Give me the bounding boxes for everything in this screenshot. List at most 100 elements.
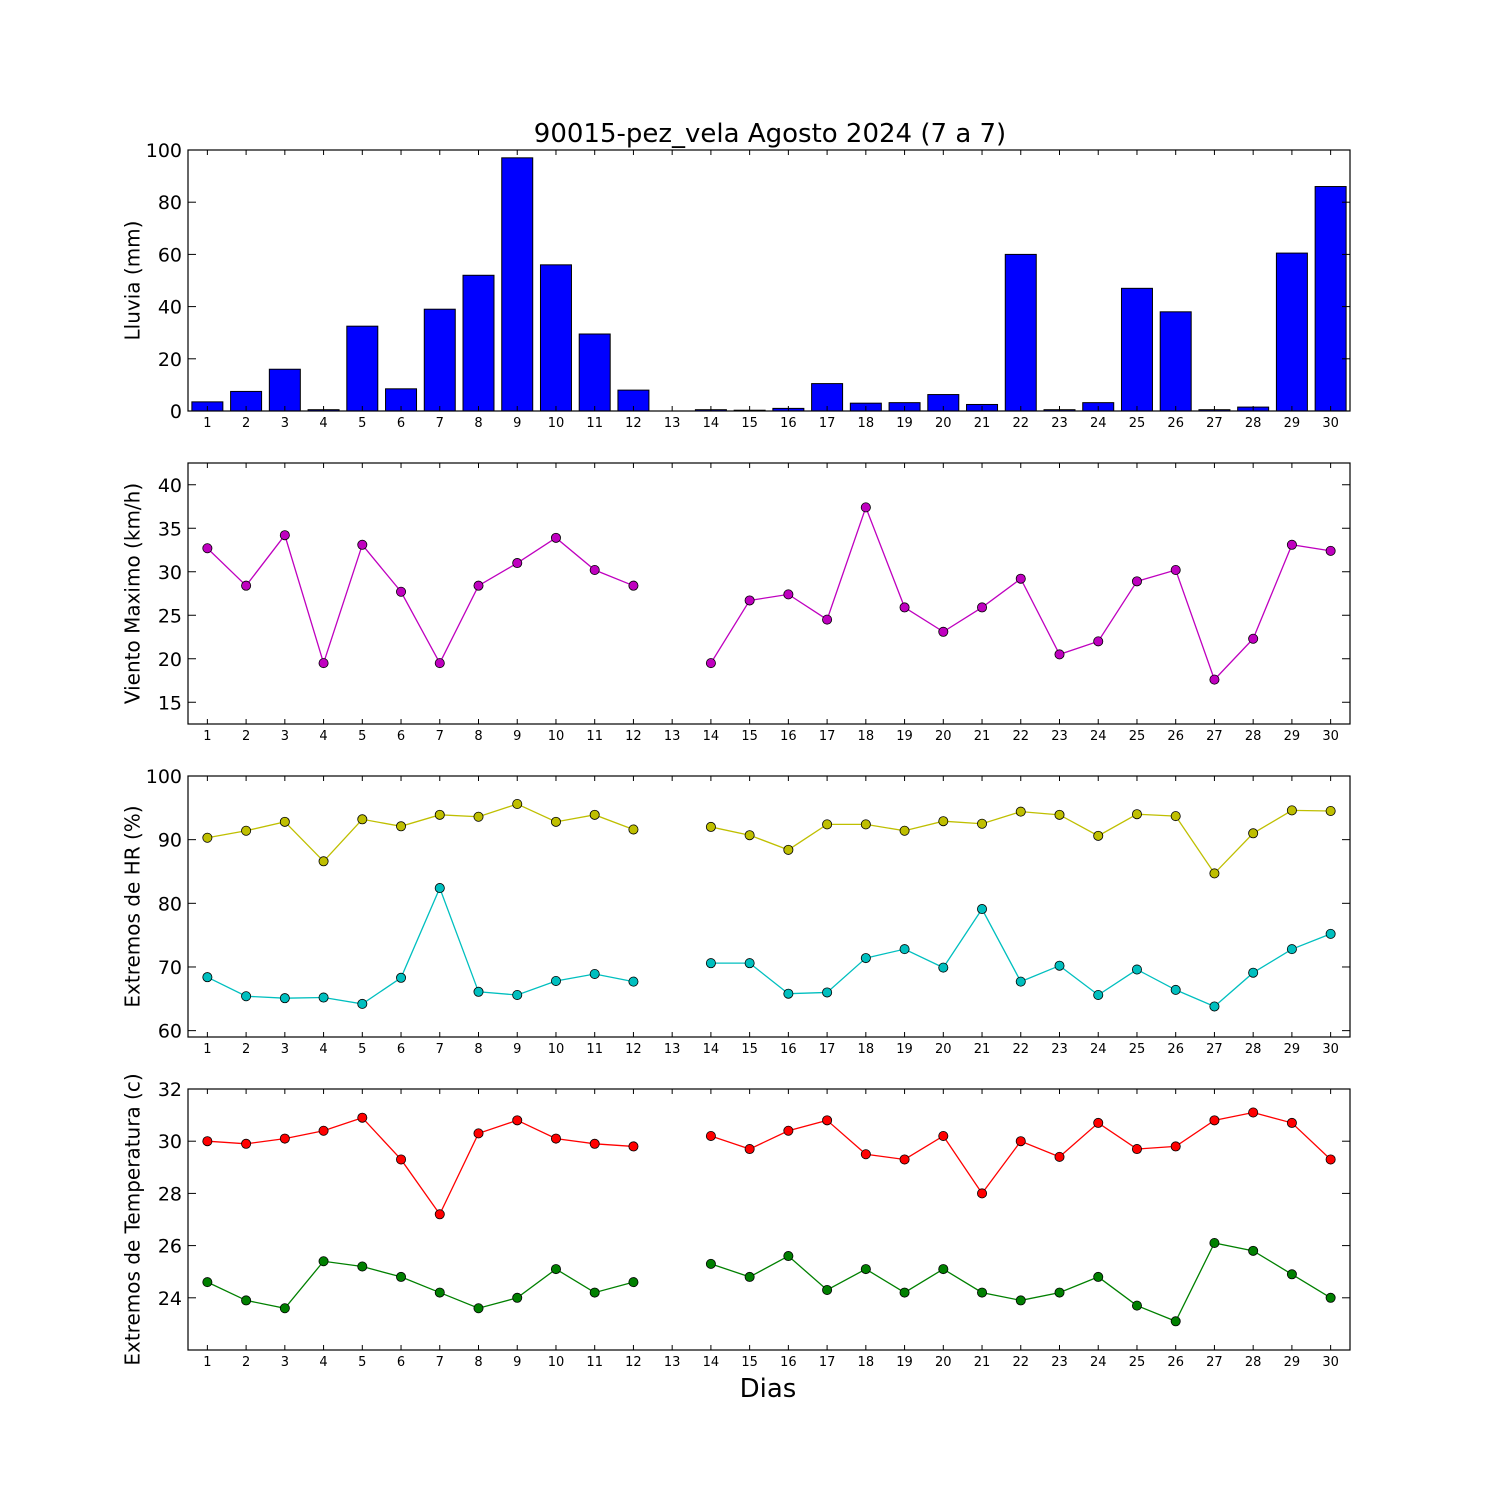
x-tick-label: 18 (858, 416, 875, 431)
series-line-hr_max (207, 803, 1331, 875)
point-t_min-day-8 (473, 1303, 484, 1314)
x-tick-label: 14 (703, 1355, 720, 1370)
point-t_max-day-15 (744, 1144, 755, 1155)
point-t_min-day-16 (783, 1251, 794, 1262)
x-tick-label: 13 (664, 1355, 681, 1370)
point-t_max-day-18 (860, 1149, 871, 1160)
y-tick-label: 24 (158, 1288, 182, 1310)
point-t_max-day-1 (202, 1136, 213, 1147)
point-wind-day-27 (1209, 674, 1220, 685)
point-wind-day-7 (434, 658, 445, 669)
y-tick-label: 100 (146, 140, 182, 162)
point-t_min-day-18 (860, 1264, 871, 1275)
point-hr_min-day-27 (1209, 1001, 1220, 1012)
point-hr_min-day-11 (589, 968, 600, 979)
y-tick-label: 26 (158, 1236, 182, 1258)
y-tick-label: 35 (158, 518, 182, 540)
x-tick-label: 5 (358, 1042, 366, 1057)
x-tick-label: 23 (1051, 1355, 1068, 1370)
x-tick-label: 27 (1206, 416, 1223, 431)
point-t_max-day-17 (822, 1115, 833, 1126)
x-tick-label: 1 (203, 416, 211, 431)
bar-day-30 (1314, 186, 1347, 412)
chart-title: 90015-pez_vela Agosto 2024 (7 a 7) (534, 119, 1006, 149)
point-hr_max-day-19 (899, 825, 910, 836)
point-t_min-day-22 (1015, 1295, 1026, 1306)
x-tick-label: 15 (741, 416, 758, 431)
x-tick-label: 17 (819, 1355, 836, 1370)
x-tick-label: 24 (1090, 729, 1107, 744)
point-t_min-day-12 (628, 1277, 639, 1288)
point-hr_max-day-10 (550, 816, 561, 827)
point-hr_min-day-21 (977, 904, 988, 915)
point-hr_max-day-27 (1209, 868, 1220, 879)
x-tick-label: 28 (1245, 1042, 1262, 1057)
point-hr_min-day-22 (1015, 976, 1026, 987)
point-hr_min-day-19 (899, 944, 910, 955)
point-hr_max-day-30 (1325, 806, 1336, 817)
bar-day-7 (423, 308, 456, 412)
point-t_max-day-11 (589, 1138, 600, 1149)
x-tick-label: 10 (548, 1042, 565, 1057)
x-tick-label: 14 (703, 729, 720, 744)
x-tick-label: 15 (741, 1042, 758, 1057)
point-wind-day-17 (822, 614, 833, 625)
point-t_min-day-30 (1325, 1292, 1336, 1303)
x-tick-label: 17 (819, 729, 836, 744)
point-wind-day-9 (512, 558, 523, 569)
x-tick-label: 11 (586, 1355, 603, 1370)
x-tick-label: 13 (664, 1042, 681, 1057)
point-wind-day-3 (279, 530, 290, 541)
point-hr_max-day-4 (318, 856, 329, 867)
point-t_max-day-12 (628, 1141, 639, 1152)
bar-day-10 (539, 264, 572, 412)
point-hr_min-day-8 (473, 986, 484, 997)
point-hr_max-day-23 (1054, 809, 1065, 820)
y-tick-label: 40 (158, 475, 182, 497)
point-t_max-day-3 (279, 1133, 290, 1144)
point-hr_min-day-23 (1054, 960, 1065, 971)
x-tick-label: 26 (1167, 729, 1184, 744)
point-t_max-day-7 (434, 1209, 445, 1220)
point-t_min-day-26 (1170, 1316, 1181, 1327)
x-tick-label: 4 (319, 729, 327, 744)
point-hr_min-day-17 (822, 987, 833, 998)
x-tick-label: 16 (780, 1355, 797, 1370)
x-tick-label: 6 (397, 729, 405, 744)
x-tick-label: 30 (1322, 1042, 1339, 1057)
x-tick-label: 4 (319, 1042, 327, 1057)
x-tick-label: 12 (625, 729, 642, 744)
point-t_max-day-29 (1286, 1117, 1297, 1128)
x-tick-label: 30 (1322, 1355, 1339, 1370)
y-tick-label: 20 (158, 349, 182, 371)
x-tick-label: 12 (625, 416, 642, 431)
x-tick-label: 15 (741, 729, 758, 744)
point-wind-day-11 (589, 565, 600, 576)
point-hr_max-day-9 (512, 799, 523, 810)
x-tick-label: 22 (1012, 1042, 1029, 1057)
point-wind-day-15 (744, 595, 755, 606)
x-tick-label: 25 (1129, 416, 1146, 431)
point-hr_max-day-18 (860, 819, 871, 830)
point-t_max-day-4 (318, 1125, 329, 1136)
x-tick-label: 24 (1090, 1355, 1107, 1370)
x-tick-label: 25 (1129, 1355, 1146, 1370)
x-tick-label: 21 (974, 1042, 991, 1057)
point-hr_max-day-1 (202, 832, 213, 843)
x-tick-label: 18 (858, 729, 875, 744)
point-hr_min-day-24 (1093, 989, 1104, 1000)
point-t_max-day-24 (1093, 1117, 1104, 1128)
point-t_min-day-29 (1286, 1269, 1297, 1280)
bar-day-5 (346, 325, 379, 412)
point-hr_max-day-5 (357, 814, 368, 825)
point-t_min-day-14 (705, 1258, 716, 1269)
series-line-t_min (207, 1242, 1331, 1323)
point-t_max-day-2 (241, 1138, 252, 1149)
x-tick-label: 27 (1206, 1042, 1223, 1057)
x-tick-label: 1 (203, 729, 211, 744)
point-hr_max-day-3 (279, 816, 290, 827)
bar-day-22 (1004, 253, 1037, 412)
point-wind-day-1 (202, 543, 213, 554)
x-tick-label: 11 (586, 1042, 603, 1057)
point-wind-day-28 (1248, 633, 1259, 644)
